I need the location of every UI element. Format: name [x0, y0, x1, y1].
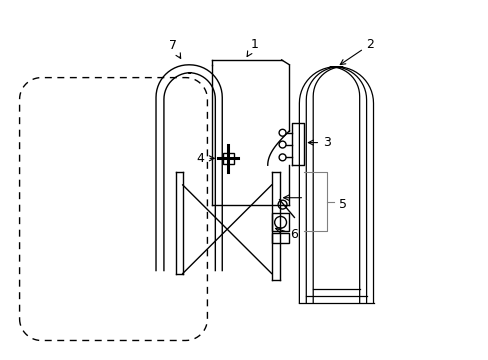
Bar: [271, 213, 289, 231]
Bar: [223, 153, 233, 164]
Text: 7: 7: [168, 39, 180, 58]
Text: 4: 4: [196, 152, 214, 165]
Text: 3: 3: [308, 136, 330, 149]
Bar: [271, 233, 289, 243]
Text: 5: 5: [338, 198, 346, 211]
Text: 6: 6: [275, 228, 298, 240]
Text: 1: 1: [246, 38, 258, 57]
Text: 2: 2: [340, 38, 374, 64]
